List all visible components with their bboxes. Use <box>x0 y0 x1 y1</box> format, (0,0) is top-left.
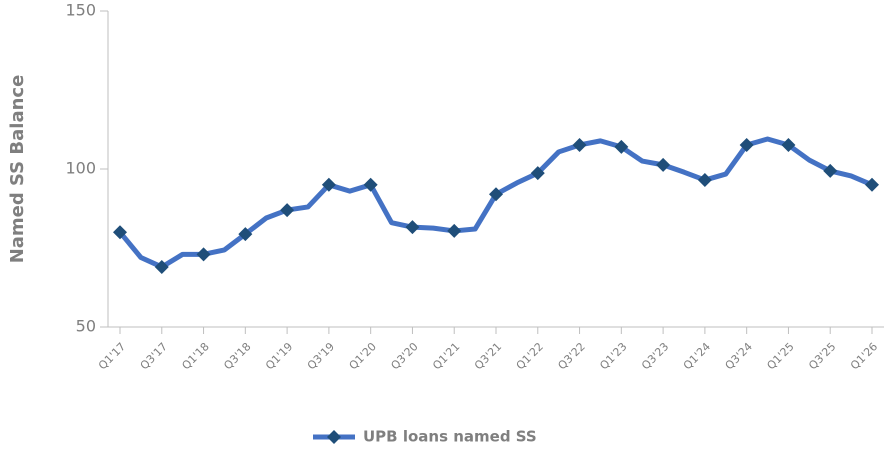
x-tick-label: Q3'18 <box>221 340 253 372</box>
marker <box>530 166 545 181</box>
x-tick-label: Q1'18 <box>179 340 211 372</box>
x-tick-label: Q1'22 <box>514 340 546 372</box>
marker <box>280 203 295 218</box>
x-tick-label: Q1'26 <box>848 340 880 372</box>
x-tick-label: Q1'23 <box>597 340 629 372</box>
marker <box>154 259 169 274</box>
marker <box>739 137 754 152</box>
legend-marker <box>327 430 341 444</box>
marker <box>447 223 462 238</box>
x-tick-label: Q3'19 <box>305 340 337 372</box>
x-tick-label: Q1'25 <box>764 340 796 372</box>
marker <box>321 177 336 192</box>
marker <box>781 137 796 152</box>
marker <box>113 225 127 240</box>
marker <box>823 163 838 178</box>
x-tick-label: Q1'21 <box>430 340 462 372</box>
x-tick-label: Q3'24 <box>723 340 755 372</box>
x-tick-label: Q3'21 <box>472 340 504 372</box>
y-tick-label: 100 <box>65 159 96 178</box>
y-tick-label: 50 <box>76 317 96 336</box>
x-tick-label: Q1'17 <box>96 340 128 372</box>
x-tick-label: Q3'22 <box>555 340 587 372</box>
x-tick-label: Q3'25 <box>806 340 838 372</box>
x-tick-label: Q1'19 <box>263 340 295 372</box>
series-line <box>118 136 873 270</box>
marker <box>572 137 587 152</box>
marker <box>363 177 378 192</box>
x-tick-label: Q3'23 <box>639 340 671 372</box>
x-tick-label: Q1'20 <box>347 340 379 372</box>
legend-label: UPB loans named SS <box>363 428 537 446</box>
marker <box>656 157 671 172</box>
marker <box>405 220 420 235</box>
marker <box>196 247 211 262</box>
x-tick-label: Q1'24 <box>681 340 713 372</box>
y-axis-label: Named SS Balance <box>7 75 28 264</box>
marker <box>489 187 503 202</box>
marker <box>865 177 879 192</box>
marker <box>238 227 253 242</box>
marker <box>614 139 629 154</box>
marker <box>697 173 712 188</box>
x-tick-label: Q3'20 <box>388 340 420 372</box>
y-tick-label: 150 <box>65 1 96 20</box>
x-tick-label: Q3'17 <box>138 340 170 372</box>
